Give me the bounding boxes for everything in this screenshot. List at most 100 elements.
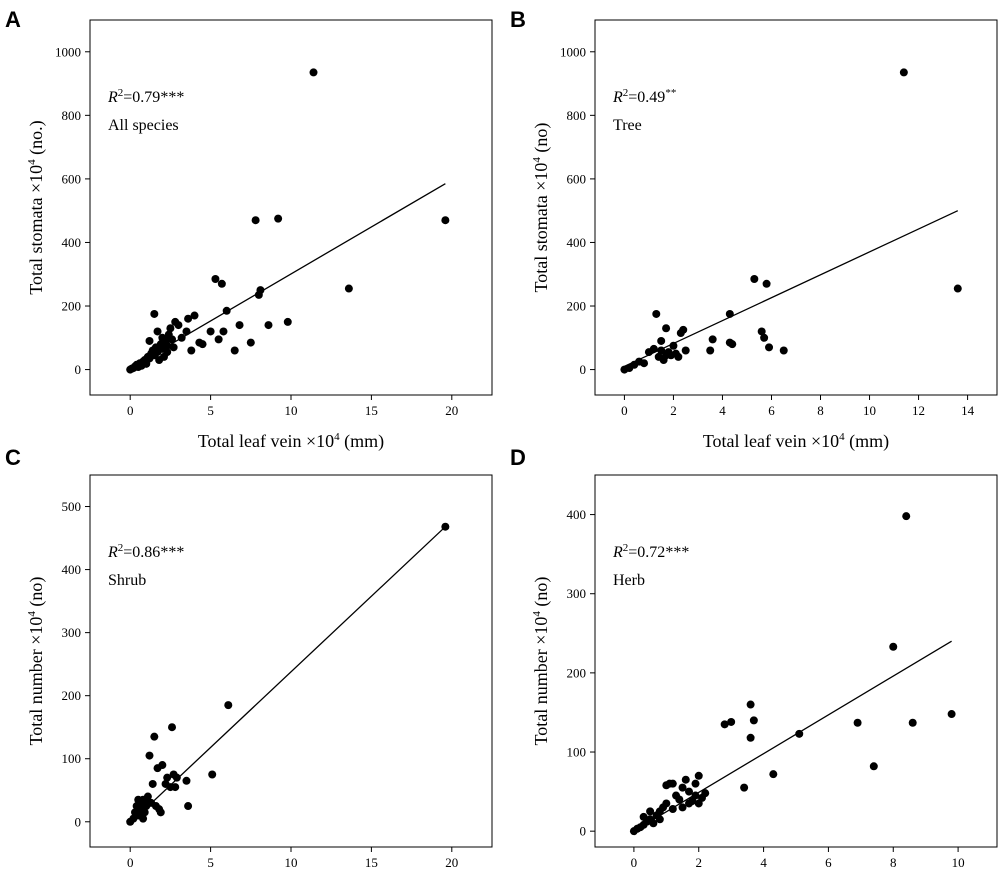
data-point — [441, 522, 450, 531]
y-axis-title-text: Total number ×10 — [531, 617, 551, 746]
data-point — [889, 642, 898, 651]
data-point — [678, 803, 687, 812]
x-tick-label: 15 — [365, 403, 378, 418]
x-tick-label: 20 — [445, 855, 458, 870]
y-axis-title-unit: (no) — [531, 577, 552, 612]
panel-b: B 0 2 4 6 8 10 12 14 0 200 400 600 800 1000 Total leaf … — [510, 7, 998, 452]
y-tick-label: 300 — [62, 625, 82, 640]
x-tick-label: 0 — [631, 855, 638, 870]
data-point — [184, 802, 193, 811]
data-point — [256, 286, 265, 295]
data-point — [172, 773, 181, 782]
r2-value: =0.72 — [628, 544, 665, 561]
data-point — [685, 787, 694, 796]
significance-stars: ** — [665, 87, 676, 99]
y-axis-title-text: Total stomata ×10 — [26, 165, 46, 295]
data-point — [206, 327, 215, 336]
y-tick-label: 400 — [62, 562, 82, 577]
data-point — [264, 321, 273, 330]
data-point — [694, 799, 703, 808]
x-tick-label: 6 — [825, 855, 832, 870]
data-point — [150, 732, 159, 741]
panel-letter: A — [5, 7, 21, 32]
data-point — [725, 309, 734, 318]
y-tick-label: 100 — [567, 745, 587, 760]
data-point — [757, 327, 766, 336]
r2-annotation: R2=0.49** — [612, 87, 676, 106]
data-point — [746, 733, 755, 742]
x-tick-label: 4 — [719, 403, 726, 418]
data-point — [142, 795, 151, 804]
y-tick-label: 0 — [75, 814, 82, 829]
r2-exponent: 2 — [118, 542, 124, 554]
data-point — [652, 309, 661, 318]
y-tick-label: 600 — [567, 171, 587, 186]
data-point — [671, 349, 680, 358]
data-point — [899, 68, 908, 77]
data-point — [140, 808, 149, 817]
x-axis-title-exponent: 4 — [839, 431, 845, 443]
data-point — [184, 314, 193, 323]
data-point — [720, 720, 729, 729]
data-point — [662, 351, 671, 360]
x-tick-label: 10 — [285, 855, 298, 870]
data-point — [274, 214, 283, 223]
data-point — [177, 333, 186, 342]
data-point — [211, 275, 220, 284]
y-tick-label: 600 — [62, 171, 82, 186]
y-tick-label: 400 — [567, 235, 587, 250]
data-point — [309, 68, 318, 77]
data-point — [706, 346, 715, 355]
data-point — [145, 336, 154, 345]
data-point — [145, 751, 154, 760]
data-point — [760, 333, 769, 342]
data-point — [657, 346, 666, 355]
data-point — [169, 343, 178, 352]
regression-line — [129, 526, 446, 824]
data-point — [168, 723, 177, 732]
x-tick-label: 10 — [952, 855, 965, 870]
data-point — [640, 359, 649, 368]
data-point — [639, 812, 648, 821]
data-point — [251, 216, 260, 225]
data-point — [283, 317, 292, 326]
data-point — [668, 779, 677, 788]
x-axis-title-unit: (mm) — [340, 431, 385, 452]
r2-annotation: R2=0.72*** — [612, 542, 689, 561]
y-tick-label: 0 — [580, 362, 587, 377]
y-axis-title: Total number ×104 (no) — [26, 577, 47, 746]
x-tick-label: 4 — [760, 855, 767, 870]
data-point — [166, 324, 175, 333]
x-axis-title: Total leaf vein ×104 (mm) — [703, 431, 889, 452]
data-point — [198, 340, 207, 349]
x-tick-label: 20 — [445, 403, 458, 418]
y-tick-label: 500 — [62, 499, 82, 514]
data-point — [230, 346, 239, 355]
data-point — [224, 701, 233, 710]
y-axis-title: Total number ×104 (no) — [531, 577, 552, 746]
x-tick-label: 0 — [127, 855, 134, 870]
y-tick-label: 200 — [567, 665, 587, 680]
data-point — [762, 279, 771, 288]
r2-symbol: R — [612, 89, 623, 106]
data-point — [219, 327, 228, 336]
data-point — [163, 348, 172, 357]
data-point — [134, 795, 143, 804]
panel-letter: D — [510, 445, 526, 470]
data-point — [668, 805, 677, 814]
r2-exponent: 2 — [623, 542, 629, 554]
data-point — [740, 783, 749, 792]
r2-annotation: R2=0.86*** — [107, 542, 184, 561]
x-axis-title-unit: (mm) — [845, 431, 890, 452]
x-tick-label: 14 — [961, 403, 975, 418]
y-axis-title-text: Total stomata ×10 — [531, 163, 551, 293]
y-tick-label: 200 — [567, 299, 587, 314]
data-point — [662, 799, 671, 808]
data-point — [649, 344, 658, 353]
y-axis-title: Total stomata ×104 (no.) — [26, 120, 47, 294]
data-point — [163, 773, 172, 782]
y-tick-label: 100 — [62, 751, 82, 766]
x-tick-label: 2 — [695, 855, 702, 870]
regression-line — [624, 210, 959, 367]
